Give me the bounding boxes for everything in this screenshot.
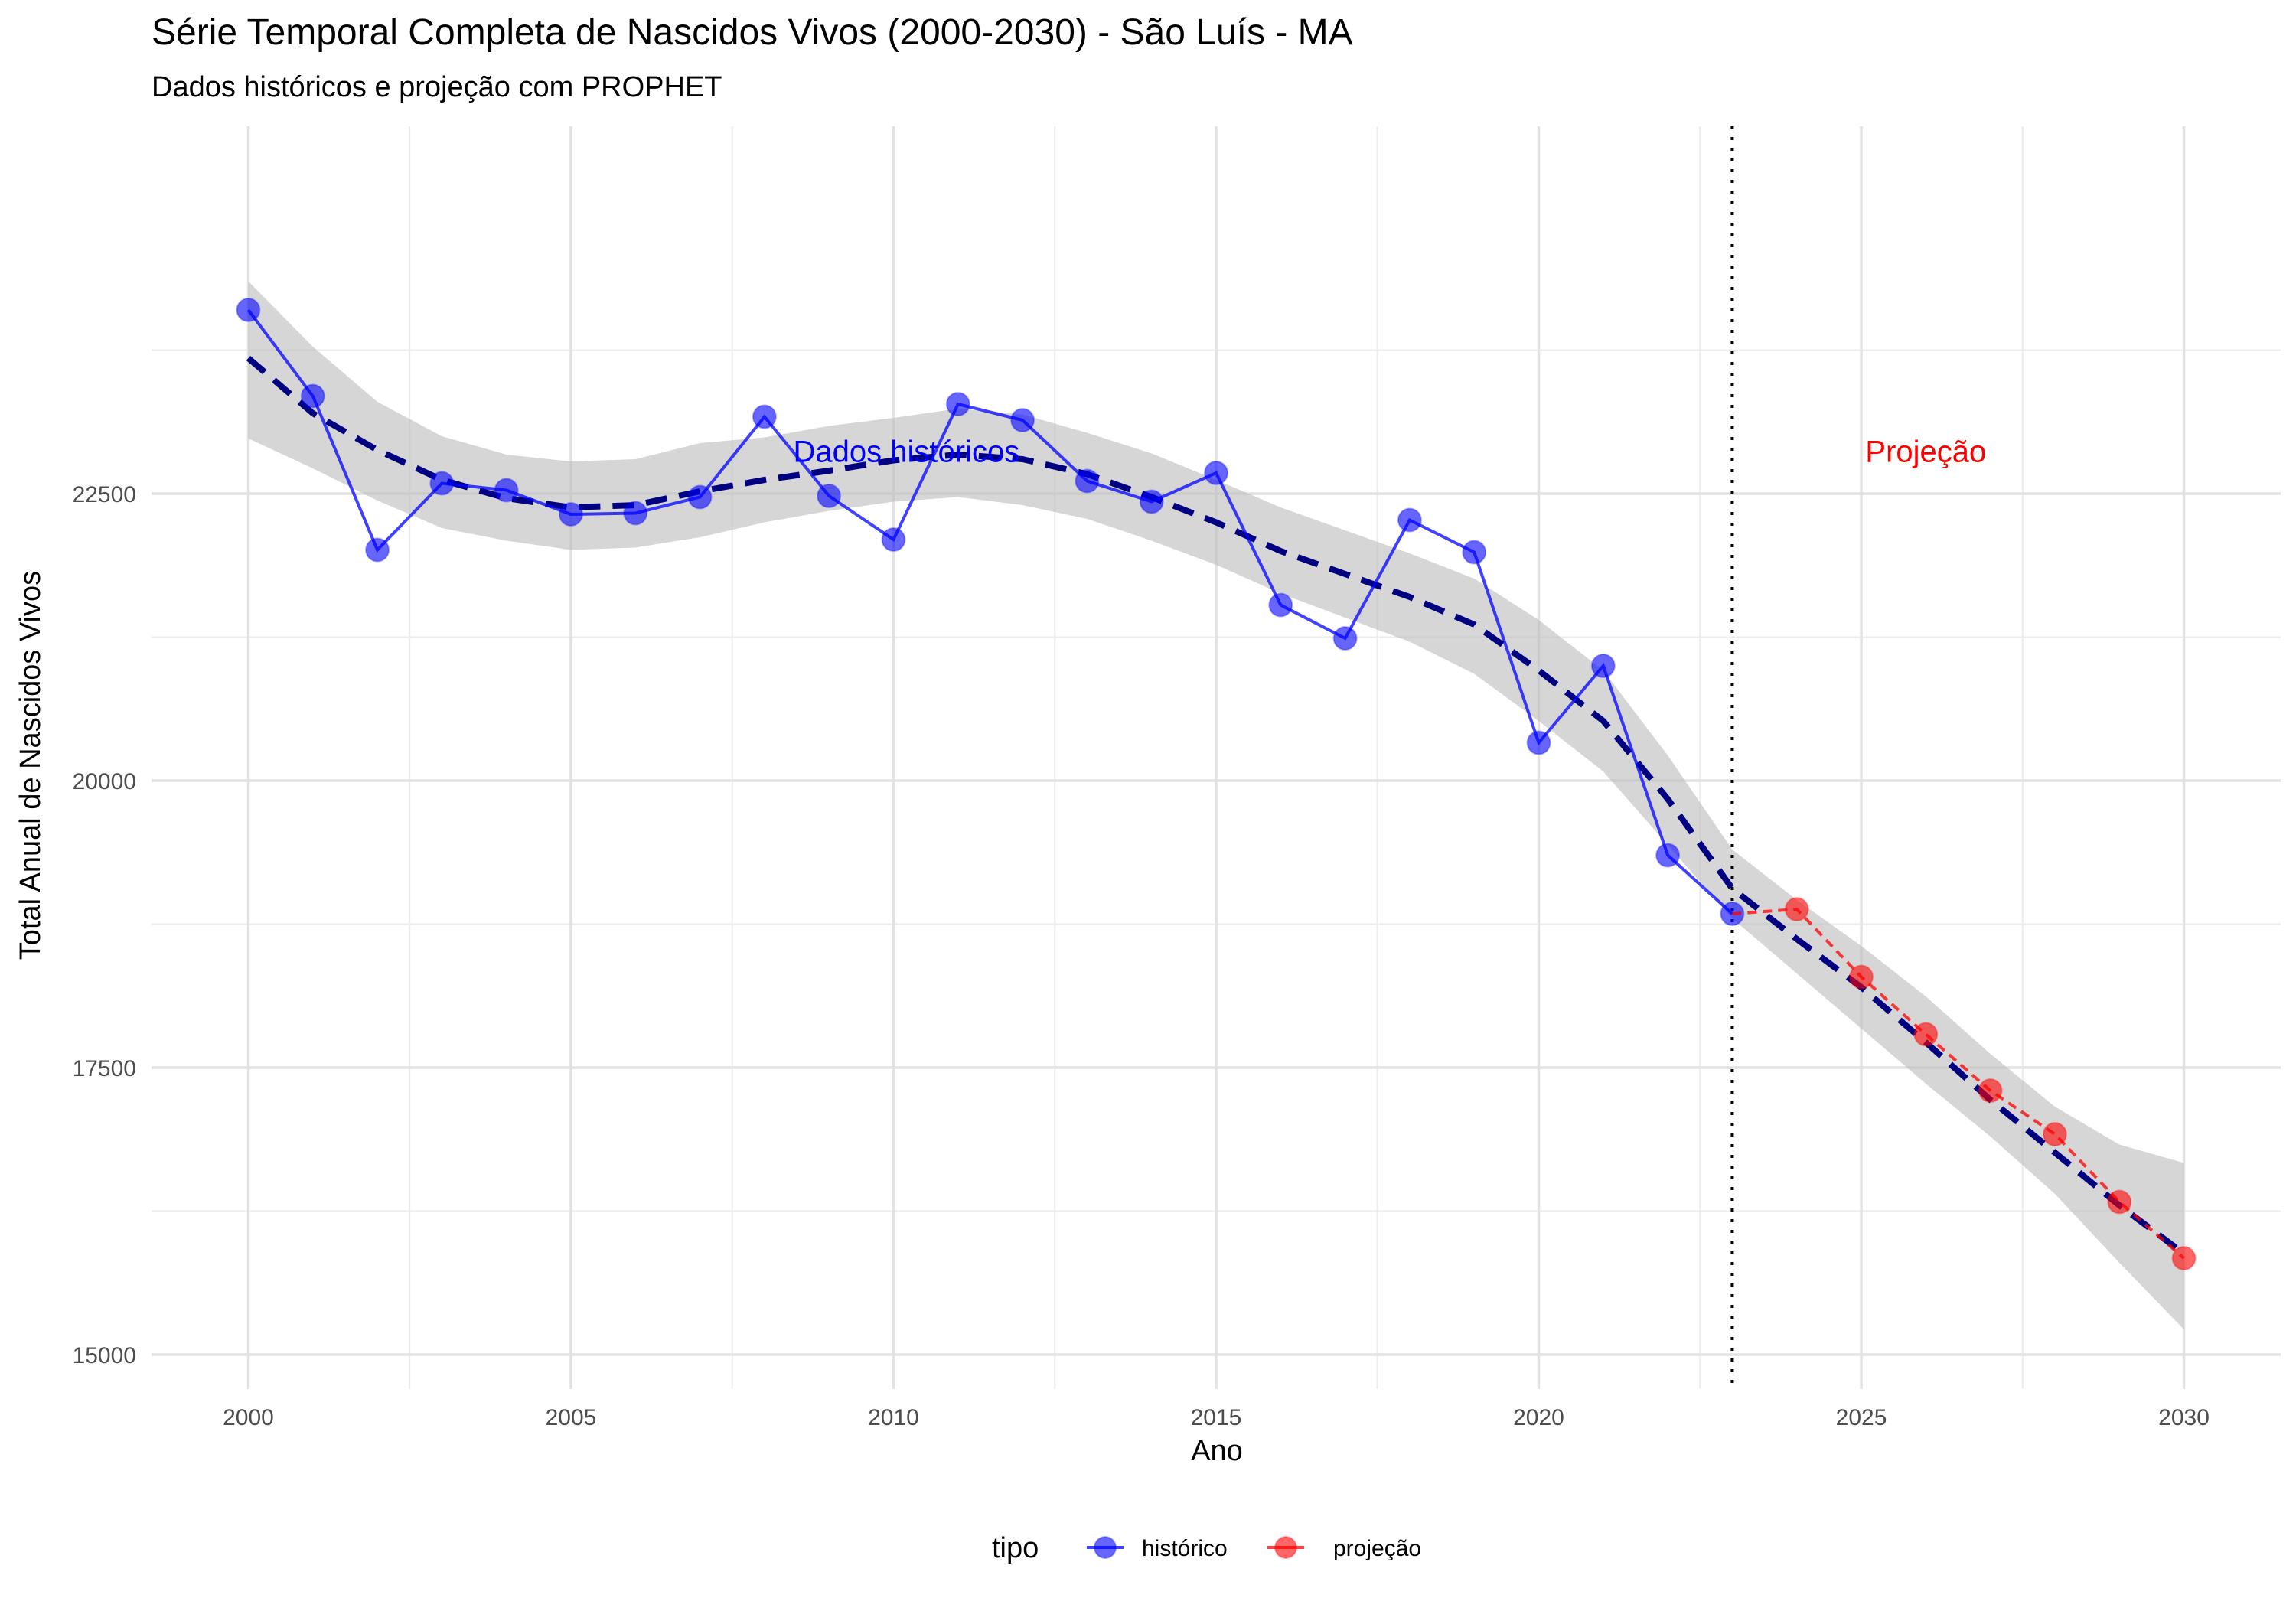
legend-label: projeção [1333,1536,1421,1561]
x-axis-label: Ano [1191,1435,1243,1467]
series-historico [236,298,1745,926]
y-tick-label: 20000 [73,769,136,794]
data-point [429,471,455,496]
y-tick-label: 22500 [73,482,136,507]
x-tick-label: 2030 [2158,1405,2210,1430]
data-point [881,527,906,552]
x-tick-label: 2000 [223,1405,274,1430]
data-point [1397,507,1422,533]
data-point [623,501,648,526]
y-axis-label: Total Anual de Nascidos Vivos [15,571,47,960]
data-point [558,502,583,527]
legend-title: tipo [992,1532,1039,1564]
annotation-layer: Dados históricos Projeção [794,435,1987,469]
data-point [494,478,519,503]
data-point [2042,1122,2067,1146]
data-point [752,404,777,429]
data-point [817,484,842,508]
axis-layer: 2000 2005 2010 2015 2020 2025 2030 15000 17500 20… [73,482,2210,1430]
legend: tipo histórico projeção [992,1532,1421,1564]
annotation-label: Dados históricos [794,435,1020,469]
data-point [1332,626,1358,651]
data-point [1655,843,1681,868]
confidence-band [248,281,2184,1329]
x-tick-label: 2025 [1836,1405,1887,1430]
series-layer [236,298,2197,1270]
data-point [236,298,261,322]
legend-item: projeção [1267,1536,1421,1561]
data-point [1526,730,1551,755]
data-point [1849,964,1874,990]
data-point [1462,540,1487,565]
legend-item: histórico [1087,1536,1228,1561]
data-point [1268,592,1293,618]
legend-key-point [1274,1536,1297,1559]
chart-subtitle: Dados históricos e projeção com PROPHET [152,71,722,103]
data-point [2107,1189,2132,1215]
data-point [1139,489,1164,514]
data-point [1978,1078,2003,1103]
series-projecao [1732,897,2197,1270]
y-tick-label: 17500 [73,1056,136,1081]
confidence-band-layer [248,281,2184,1329]
x-tick-label: 2020 [1513,1405,1564,1430]
data-point [1075,468,1100,494]
annotation-label: Projeção [1865,435,1986,469]
grid-layer [152,126,2281,1389]
data-point [687,484,713,510]
legend-label: histórico [1142,1536,1228,1561]
data-point [365,537,390,563]
data-point [1010,408,1035,432]
x-tick-label: 2005 [546,1405,597,1430]
data-point [1204,461,1228,485]
data-point [1784,897,1809,921]
data-point [945,392,970,416]
data-point [1913,1022,1939,1047]
y-tick-label: 15000 [73,1343,136,1368]
x-tick-label: 2015 [1191,1405,1242,1430]
data-point [1590,654,1616,678]
x-tick-label: 2010 [868,1405,919,1430]
data-point [2171,1246,2197,1270]
chart-title: Série Temporal Completa de Nascidos Vivo… [152,12,1353,53]
legend-key-point [1094,1536,1117,1559]
data-point [300,383,325,409]
series-line [1732,907,2185,1260]
